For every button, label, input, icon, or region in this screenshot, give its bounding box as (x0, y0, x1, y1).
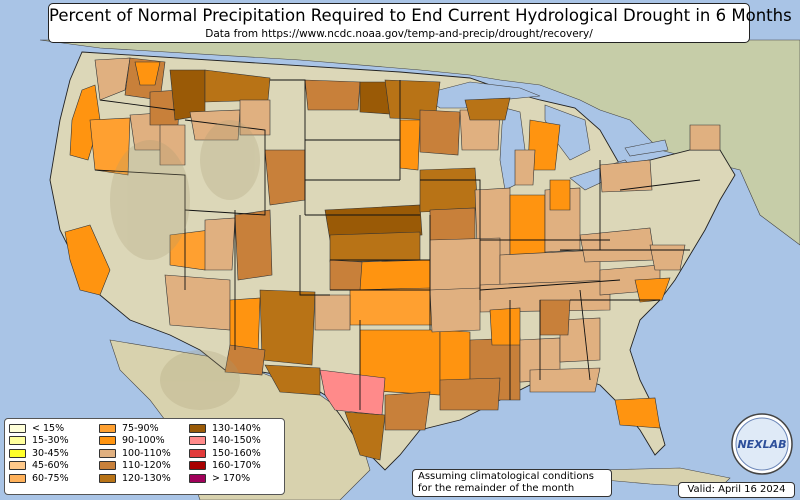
legend-label: 45-60% (32, 460, 69, 472)
map-subtitle: Data from https://www.ncdc.noaa.gov/temp… (205, 28, 593, 40)
legend-swatch (189, 461, 206, 471)
legend-swatch (99, 461, 116, 471)
legend-swatch (99, 436, 116, 446)
legend-label: 120-130% (122, 472, 171, 484)
legend-item: 75-90% (99, 422, 189, 435)
title-box: Percent of Normal Precipitation Required… (48, 3, 792, 43)
legend-item: 150-160% (189, 447, 279, 460)
legend-item: 120-130% (99, 472, 189, 485)
legend-column: 130-140% 140-150% 150-160% 160-170% > 170% (189, 422, 279, 485)
assumption-note: Assuming climatological conditions for t… (412, 469, 612, 497)
legend-item: 110-120% (99, 460, 189, 473)
legend-swatch (189, 423, 206, 433)
legend-item: < 15% (9, 422, 99, 435)
legend-swatch (99, 423, 116, 433)
legend-swatch (189, 473, 206, 483)
legend-swatch (189, 436, 206, 446)
legend-swatch (99, 448, 116, 458)
terrain-shading (110, 120, 260, 410)
legend-swatch (9, 436, 26, 446)
drought-regions (64, 57, 721, 461)
legend-swatch (9, 461, 26, 471)
legend-swatch (189, 448, 206, 458)
legend-label: 15-30% (32, 435, 69, 447)
legend-item: 15-30% (9, 435, 99, 448)
legend-column: < 15% 15-30% 30-45% 45-60% 60-75% (9, 422, 99, 485)
legend-item: 90-100% (99, 435, 189, 448)
nexlab-logo: NEXLAB (731, 413, 793, 475)
map-title: Percent of Normal Precipitation Required… (49, 6, 792, 25)
lake-superior (419, 81, 541, 109)
legend-column: 75-90% 90-100% 100-110% 110-120% 120-130% (99, 422, 189, 485)
note-line-2: for the remainder of the month (418, 483, 575, 494)
legend-label: 30-45% (32, 447, 69, 459)
legend-item: > 170% (189, 472, 279, 485)
legend-label: > 170% (212, 472, 251, 484)
legend-label: 60-75% (32, 472, 69, 484)
legend-item: 30-45% (9, 447, 99, 460)
legend-item: 160-170% (189, 460, 279, 473)
legend-item: 140-150% (189, 435, 279, 448)
legend-label: 140-150% (212, 435, 261, 447)
legend-item: 130-140% (189, 422, 279, 435)
legend-item: 60-75% (9, 472, 99, 485)
canada-land (39, 39, 800, 246)
logo-text: NEXLAB (737, 438, 786, 451)
legend-item: 45-60% (9, 460, 99, 473)
legend-label: < 15% (32, 422, 65, 434)
legend-swatch (9, 473, 26, 483)
legend-label: 100-110% (122, 447, 171, 459)
legend-label: 75-90% (122, 422, 159, 434)
note-line-1: Assuming climatological conditions (418, 471, 594, 482)
legend-label: 150-160% (212, 447, 261, 459)
legend-label: 130-140% (212, 422, 261, 434)
legend-label: 90-100% (122, 435, 165, 447)
legend-item: 100-110% (99, 447, 189, 460)
state-borders (94, 79, 701, 410)
legend-swatch (9, 423, 26, 433)
legend-label: 110-120% (122, 460, 171, 472)
legend-swatch (9, 448, 26, 458)
legend: < 15% 15-30% 30-45% 45-60% 60-75% 75-90% 90-10… (4, 418, 285, 495)
lake-ontario (624, 139, 669, 157)
lake-huron (544, 104, 591, 161)
legend-label: 160-170% (212, 460, 261, 472)
legend-swatch (99, 473, 116, 483)
valid-date: Valid: April 16 2024 (678, 482, 795, 498)
